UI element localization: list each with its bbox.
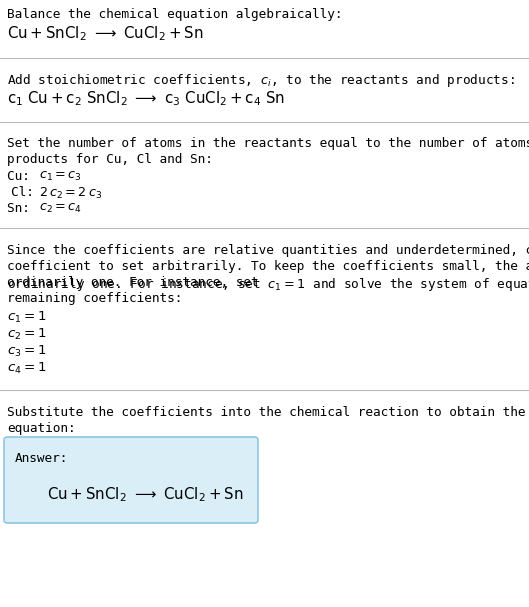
Text: $2\,c_2 = 2\,c_3$: $2\,c_2 = 2\,c_3$	[39, 186, 102, 201]
Text: $\mathsf{Cu + SnCl_2 \ {\longrightarrow} \ CuCl_2 + Sn}$: $\mathsf{Cu + SnCl_2 \ {\longrightarrow}…	[47, 485, 243, 504]
Text: coefficient to set arbitrarily. To keep the coefficients small, the arbitrary va: coefficient to set arbitrarily. To keep …	[7, 260, 529, 273]
Text: $c_1 = 1$: $c_1 = 1$	[7, 310, 47, 325]
Text: Cl:: Cl:	[11, 186, 41, 199]
Text: $c_3 = 1$: $c_3 = 1$	[7, 344, 47, 359]
Text: Substitute the coefficients into the chemical reaction to obtain the balanced: Substitute the coefficients into the che…	[7, 406, 529, 419]
Text: $c_4 = 1$: $c_4 = 1$	[7, 361, 47, 376]
Text: Cu:: Cu:	[7, 170, 38, 183]
Text: $\mathsf{c_1\ Cu + c_2\ SnCl_2 \ {\longrightarrow} \ c_3\ CuCl_2 + c_4\ Sn}$: $\mathsf{c_1\ Cu + c_2\ SnCl_2 \ {\longr…	[7, 89, 285, 107]
Text: remaining coefficients:: remaining coefficients:	[7, 292, 183, 305]
Text: Set the number of atoms in the reactants equal to the number of atoms in the: Set the number of atoms in the reactants…	[7, 137, 529, 150]
Text: Sn:: Sn:	[7, 202, 38, 215]
Text: ordinarily one. For instance, set $c_1 = 1$ and solve the system of equations fo: ordinarily one. For instance, set $c_1 =…	[7, 276, 529, 293]
Text: Answer:: Answer:	[15, 452, 68, 465]
Text: $c_2 = c_4$: $c_2 = c_4$	[39, 202, 82, 215]
FancyBboxPatch shape	[4, 437, 258, 523]
Text: Balance the chemical equation algebraically:: Balance the chemical equation algebraica…	[7, 8, 342, 21]
Text: Add stoichiometric coefficients, $\mathit{c_i}$, to the reactants and products:: Add stoichiometric coefficients, $\mathi…	[7, 72, 515, 89]
Text: products for Cu, Cl and Sn:: products for Cu, Cl and Sn:	[7, 153, 213, 166]
Text: equation:: equation:	[7, 422, 76, 435]
Text: ordinarily one. For instance, set: ordinarily one. For instance, set	[7, 276, 266, 289]
Text: $c_1 = c_3$: $c_1 = c_3$	[39, 170, 81, 183]
Text: Since the coefficients are relative quantities and underdetermined, choose a: Since the coefficients are relative quan…	[7, 244, 529, 257]
Text: $c_2 = 1$: $c_2 = 1$	[7, 327, 47, 342]
Text: $\mathsf{Cu + SnCl_2 \ {\longrightarrow} \ CuCl_2 + Sn}$: $\mathsf{Cu + SnCl_2 \ {\longrightarrow}…	[7, 24, 204, 42]
